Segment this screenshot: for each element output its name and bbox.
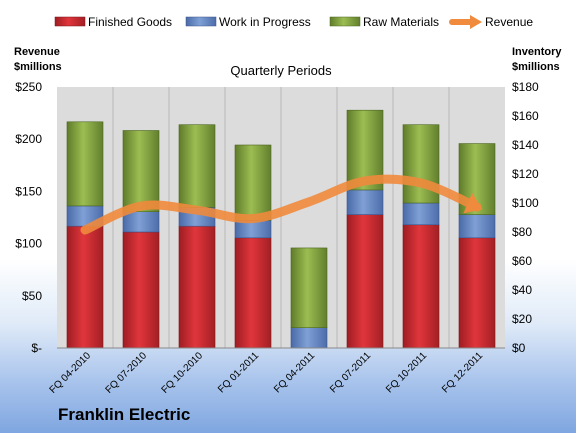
- bar-finished-goods: [122, 231, 160, 349]
- bar-work-in-progress: [290, 327, 328, 349]
- bar-finished-goods: [346, 214, 384, 349]
- right-axis-tick-label: $80: [512, 225, 532, 239]
- x-axis-tick-label: FQ 07-2010: [104, 350, 150, 396]
- bar-finished-goods: [66, 225, 104, 349]
- bar-raw-materials: [122, 130, 160, 212]
- x-axis-tick-label: FQ 01-2011: [216, 350, 261, 395]
- bar-finished-goods: [234, 237, 272, 349]
- right-axis-title-line2: $millions: [512, 61, 560, 73]
- revenue-arrow-head: [463, 193, 483, 214]
- bar-finished-goods: [402, 224, 440, 349]
- legend-label-raw-materials: Raw Materials: [363, 15, 439, 29]
- x-axis-tick-label: FQ 07-2011: [328, 350, 373, 395]
- left-axis-tick-label: $150: [15, 184, 42, 198]
- x-axis-tick-label: FQ 10-2011: [384, 350, 429, 395]
- bar-raw-materials: [234, 144, 272, 221]
- left-axis-tick-label: $-: [31, 341, 42, 355]
- right-axis-tick-label: $60: [512, 254, 532, 268]
- legend-label-finished-goods: Finished Goods: [88, 15, 172, 29]
- right-axis-tick-label: $20: [512, 312, 532, 326]
- right-axis-tick-label: $0: [512, 341, 526, 355]
- legend-swatch-raw-materials: [329, 16, 361, 27]
- legend-item-work-in-progress: Work in Progress: [185, 15, 311, 29]
- bar-finished-goods: [178, 225, 216, 349]
- bar-raw-materials: [66, 121, 104, 207]
- bar-work-in-progress: [122, 211, 160, 233]
- revenue-line-layer: [80, 174, 483, 235]
- right-axis-tick-label: $120: [512, 167, 539, 181]
- left-axis-tick-label: $250: [15, 80, 42, 94]
- bar-raw-materials: [178, 124, 216, 208]
- right-axis-tick-label: $140: [512, 138, 539, 152]
- legend-arrow-revenue: [470, 15, 482, 29]
- right-axis-tick-label: $40: [512, 283, 532, 297]
- left-axis-tick-label: $200: [15, 132, 42, 146]
- legend: Finished Goods Work in Progress Raw Mate…: [54, 15, 533, 29]
- left-axis-tick-label: $100: [15, 237, 42, 251]
- bar-finished-goods: [458, 237, 496, 349]
- bar-raw-materials: [290, 247, 328, 328]
- bar-work-in-progress: [346, 189, 384, 215]
- brand-name: Franklin Electric: [58, 405, 191, 424]
- left-axis-tick-label: $50: [22, 289, 42, 303]
- x-axis-tick-label: FQ 12-2011: [440, 350, 485, 395]
- right-axis-tick-label: $180: [512, 80, 539, 94]
- legend-item-raw-materials: Raw Materials: [329, 15, 439, 29]
- legend-swatch-finished-goods: [54, 16, 86, 27]
- right-axis-tick-label: $160: [512, 109, 539, 123]
- right-axis-tick-label: $100: [512, 196, 539, 210]
- legend-item-finished-goods: Finished Goods: [54, 15, 172, 29]
- bar-work-in-progress: [458, 214, 496, 239]
- bar-work-in-progress: [402, 202, 440, 226]
- right-axis-title-line1: Inventory: [512, 46, 562, 58]
- legend-label-work-in-progress: Work in Progress: [219, 15, 311, 29]
- x-axis-tick-label: FQ 04-2011: [272, 350, 317, 395]
- x-axis-tick-label: FQ 04-2010: [48, 350, 94, 396]
- legend-item-revenue: Revenue: [449, 15, 533, 29]
- revenue-line: [80, 174, 482, 235]
- right-axis-ticks: $0 $20 $40 $60 $80 $100 $120 $140 $160 $180: [512, 80, 539, 355]
- legend-label-revenue: Revenue: [485, 15, 533, 29]
- left-axis-ticks: $- $50 $100 $150 $200 $250: [15, 80, 42, 355]
- left-axis-title-line1: Revenue: [14, 46, 60, 58]
- left-axis-title-line2: $millions: [14, 61, 62, 73]
- x-axis-ticks: FQ 04-2010 FQ 07-2010 FQ 10-2010 FQ 01-2011…: [48, 350, 486, 396]
- legend-swatch-work-in-progress: [185, 16, 217, 27]
- x-axis-tick-label: FQ 10-2010: [160, 350, 206, 396]
- chart-title: Quarterly Periods: [230, 63, 332, 78]
